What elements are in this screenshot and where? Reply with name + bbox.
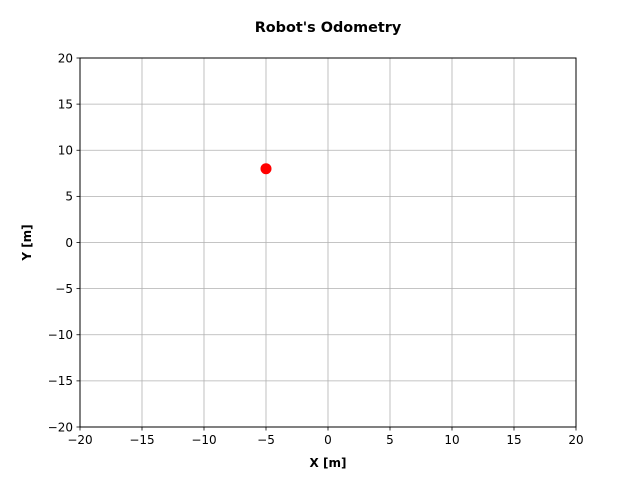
y-tick-label: 10: [58, 144, 73, 158]
x-tick-label: 15: [506, 433, 521, 447]
y-tick-label: −20: [48, 420, 73, 434]
y-tick-label: −5: [55, 282, 73, 296]
x-tick-label: −5: [257, 433, 275, 447]
x-tick-label: 20: [568, 433, 583, 447]
data-point: [260, 163, 272, 175]
x-tick-label: −20: [67, 433, 92, 447]
x-tick-label: 5: [386, 433, 394, 447]
data-series: [260, 163, 272, 175]
plot-frame: [79, 57, 577, 428]
x-tick-label: 10: [444, 433, 459, 447]
y-axis-label: Y [m]: [20, 224, 34, 261]
x-tick-label: −10: [191, 433, 216, 447]
y-tick-labels: −20 −15 −10 −5 0 5 10 15 20: [48, 51, 73, 434]
x-tick-label: 0: [324, 433, 332, 447]
y-tick-label: 0: [65, 236, 73, 250]
x-tick-label: −15: [129, 433, 154, 447]
axis-ticks: [76, 57, 577, 431]
y-tick-label: 20: [58, 51, 73, 65]
x-axis-label: X [m]: [310, 456, 347, 470]
y-tick-label: 15: [58, 97, 73, 111]
chart-title: Robot's Odometry: [255, 20, 402, 36]
x-tick-labels: −20 −15 −10 −5 0 5 10 15 20: [67, 433, 583, 447]
y-tick-label: 5: [65, 190, 73, 204]
y-tick-label: −15: [48, 374, 73, 388]
y-tick-label: −10: [48, 328, 73, 342]
